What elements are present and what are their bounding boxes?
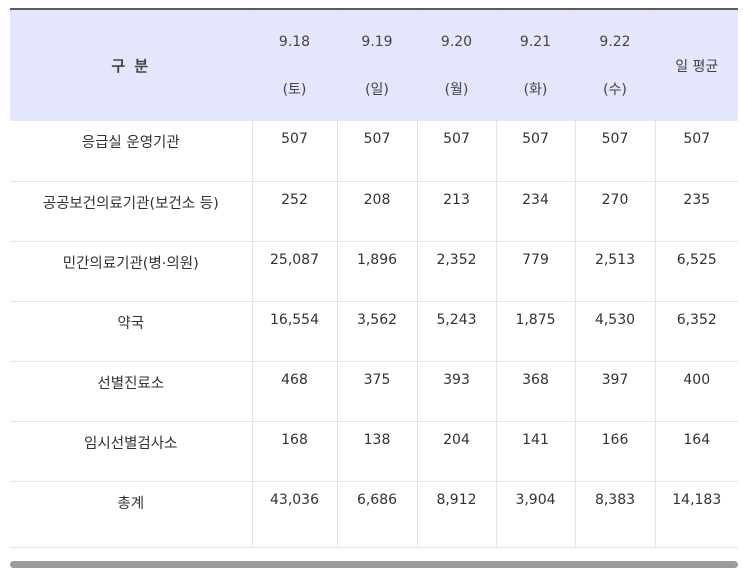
cell-value: 208 xyxy=(337,181,418,242)
cell-value: 8,912 xyxy=(417,481,497,548)
cell-value: 5,243 xyxy=(417,301,497,362)
cell-daily-average: 6,525 xyxy=(655,241,738,302)
header-daily-average: 일 평균 xyxy=(655,8,738,121)
horizontal-scrollbar[interactable] xyxy=(10,561,738,568)
cell-daily-average: 14,183 xyxy=(655,481,738,548)
cell-value: 204 xyxy=(417,421,497,482)
cell-value: 507 xyxy=(417,121,497,182)
header-date-col: 9.22 (수) xyxy=(575,8,656,121)
cell-value: 141 xyxy=(496,421,576,482)
cell-daily-average: 6,352 xyxy=(655,301,738,362)
row-category-label: 선별진료소 xyxy=(10,361,253,422)
cell-value: 2,513 xyxy=(575,241,656,302)
cell-value: 6,686 xyxy=(337,481,418,548)
header-weekday: (토) xyxy=(282,81,307,98)
cell-daily-average: 400 xyxy=(655,361,738,422)
row-category-label: 민간의료기관(병·의원) xyxy=(10,241,253,302)
header-date-col: 9.21 (화) xyxy=(496,8,576,121)
data-table: 구 분 9.18 (토) 9.19 (일) 9.20 (월) 9.21 (화) xyxy=(10,8,738,548)
cell-value: 270 xyxy=(575,181,656,242)
cell-daily-average: 164 xyxy=(655,421,738,482)
cell-value: 507 xyxy=(252,121,338,182)
header-date-col: 9.20 (월) xyxy=(417,8,497,121)
cell-daily-average: 507 xyxy=(655,121,738,182)
cell-value: 138 xyxy=(337,421,418,482)
row-category-label: 약국 xyxy=(10,301,253,362)
cell-value: 3,562 xyxy=(337,301,418,362)
cell-value: 468 xyxy=(252,361,338,422)
row-category-label: 응급실 운영기관 xyxy=(10,121,253,182)
cell-value: 779 xyxy=(496,241,576,302)
cell-value: 507 xyxy=(337,121,418,182)
cell-value: 166 xyxy=(575,421,656,482)
cell-value: 213 xyxy=(417,181,497,242)
cell-value: 375 xyxy=(337,361,418,422)
cell-daily-average: 235 xyxy=(655,181,738,242)
cell-value: 8,383 xyxy=(575,481,656,548)
table-row: 총계 43,036 6,686 8,912 3,904 8,383 14,183 xyxy=(10,481,738,548)
header-weekday: (월) xyxy=(444,81,469,98)
cell-value: 507 xyxy=(575,121,656,182)
row-category-label: 공공보건의료기관(보건소 등) xyxy=(10,181,253,242)
table-row: 공공보건의료기관(보건소 등) 252 208 213 234 270 235 xyxy=(10,181,738,242)
table-row: 약국 16,554 3,562 5,243 1,875 4,530 6,352 xyxy=(10,301,738,362)
cell-value: 4,530 xyxy=(575,301,656,362)
header-category: 구 분 xyxy=(10,8,253,121)
cell-value: 16,554 xyxy=(252,301,338,362)
table-row: 선별진료소 468 375 393 368 397 400 xyxy=(10,361,738,422)
header-date: 9.20 xyxy=(440,33,473,50)
table-body: 응급실 운영기관 507 507 507 507 507 507 공공보건의료기관(보건소 등… xyxy=(10,121,738,548)
header-date: 9.18 xyxy=(278,33,311,50)
table-row: 임시선별검사소 168 138 204 141 166 164 xyxy=(10,421,738,482)
scrollbar-thumb[interactable] xyxy=(10,561,738,568)
header-row: 구 분 9.18 (토) 9.19 (일) 9.20 (월) 9.21 (화) xyxy=(10,8,738,121)
header-weekday: (일) xyxy=(365,81,389,98)
cell-value: 25,087 xyxy=(252,241,338,302)
cell-value: 507 xyxy=(496,121,576,182)
cell-value: 2,352 xyxy=(417,241,497,302)
cell-value: 397 xyxy=(575,361,656,422)
cell-value: 1,896 xyxy=(337,241,418,302)
row-category-label: 임시선별검사소 xyxy=(10,421,253,482)
row-category-label: 총계 xyxy=(10,481,253,548)
header-weekday: (화) xyxy=(523,81,548,98)
header-date: 9.22 xyxy=(599,33,631,50)
cell-value: 393 xyxy=(417,361,497,422)
table-container: 구 분 9.18 (토) 9.19 (일) 9.20 (월) 9.21 (화) xyxy=(10,8,738,548)
table-row: 민간의료기관(병·의원) 25,087 1,896 2,352 779 2,513 6,52… xyxy=(10,241,738,302)
header-date: 9.21 xyxy=(519,33,552,50)
cell-value: 1,875 xyxy=(496,301,576,362)
header-weekday: (수) xyxy=(603,81,627,98)
header-date-col: 9.18 (토) xyxy=(252,8,338,121)
table-row: 응급실 운영기관 507 507 507 507 507 507 xyxy=(10,121,738,182)
cell-value: 168 xyxy=(252,421,338,482)
cell-value: 368 xyxy=(496,361,576,422)
cell-value: 3,904 xyxy=(496,481,576,548)
header-date: 9.19 xyxy=(361,33,393,50)
header-date-col: 9.19 (일) xyxy=(337,8,418,121)
cell-value: 234 xyxy=(496,181,576,242)
cell-value: 43,036 xyxy=(252,481,338,548)
cell-value: 252 xyxy=(252,181,338,242)
